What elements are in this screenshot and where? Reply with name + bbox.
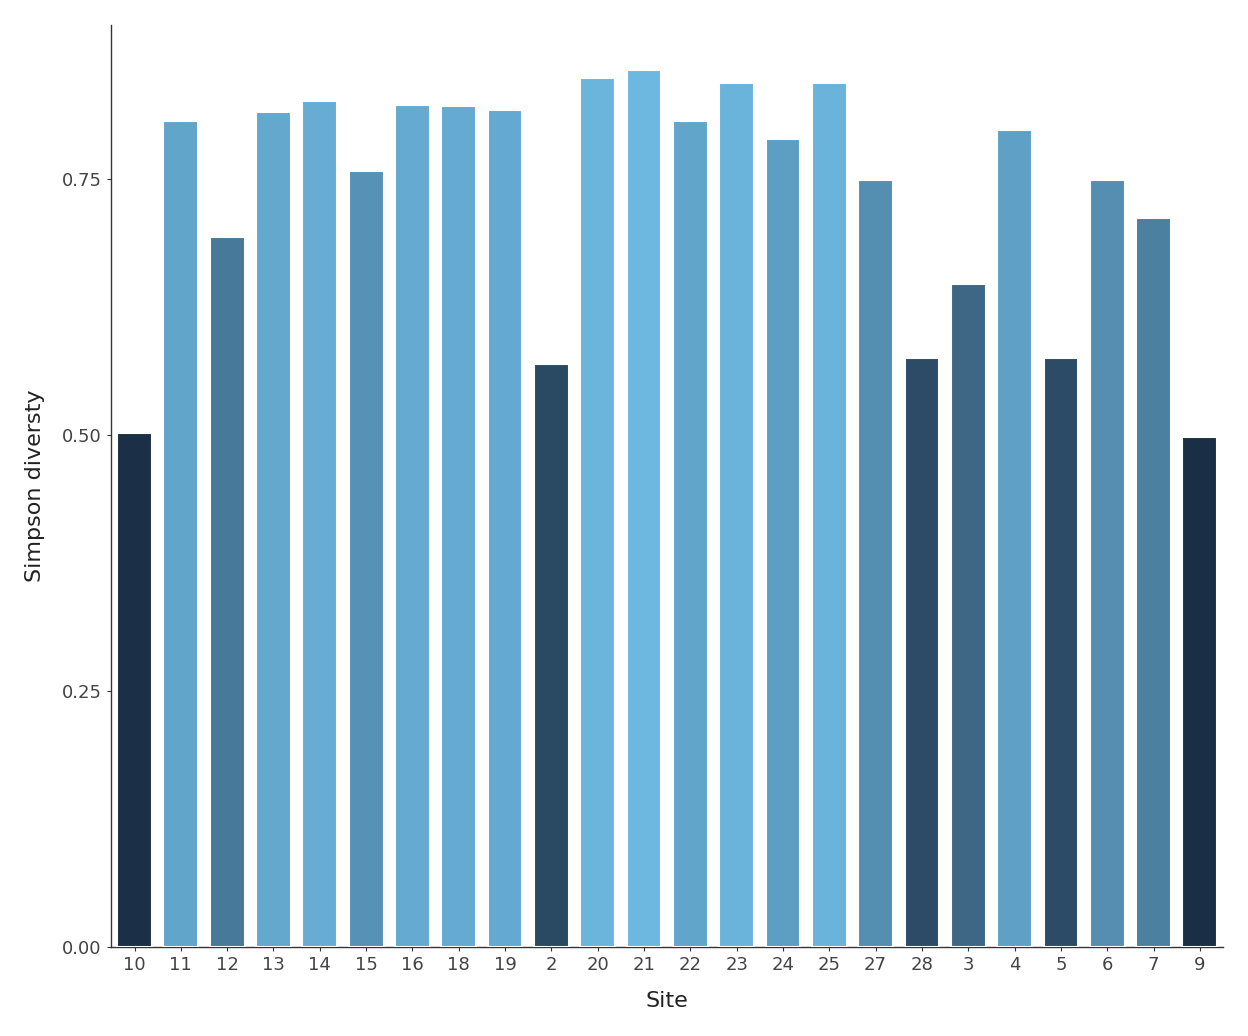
Bar bbox=[442, 106, 477, 947]
Bar bbox=[256, 112, 291, 947]
Bar bbox=[812, 83, 846, 947]
Bar bbox=[396, 106, 429, 947]
Bar bbox=[951, 284, 986, 947]
Bar bbox=[1090, 179, 1124, 947]
Bar bbox=[117, 433, 152, 947]
Bar bbox=[673, 121, 708, 947]
Bar bbox=[163, 121, 198, 947]
Bar bbox=[488, 110, 523, 947]
Bar bbox=[1043, 358, 1078, 947]
Bar bbox=[905, 358, 940, 947]
Bar bbox=[580, 78, 615, 947]
Bar bbox=[859, 179, 894, 947]
Bar bbox=[210, 237, 245, 947]
Bar bbox=[534, 364, 569, 947]
Bar bbox=[348, 171, 383, 947]
Y-axis label: Simpson diversty: Simpson diversty bbox=[25, 390, 45, 582]
Bar bbox=[1182, 437, 1217, 947]
X-axis label: Site: Site bbox=[645, 991, 689, 1011]
Bar bbox=[1136, 218, 1171, 947]
Bar bbox=[997, 131, 1032, 947]
Bar bbox=[626, 69, 661, 947]
Bar bbox=[719, 83, 754, 947]
Bar bbox=[765, 140, 800, 947]
Bar bbox=[302, 102, 337, 947]
